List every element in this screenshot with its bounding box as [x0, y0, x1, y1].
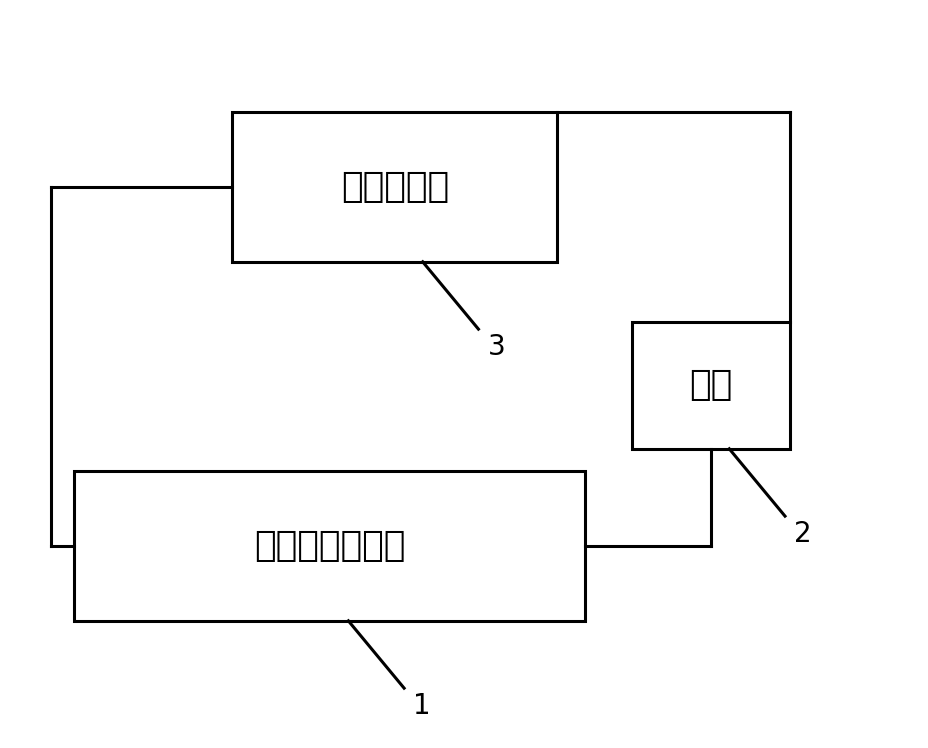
Bar — [74, 471, 585, 621]
Text: 2: 2 — [793, 520, 811, 548]
Bar — [232, 112, 557, 262]
Text: 液泵: 液泵 — [689, 368, 731, 402]
Text: 软质仪表板结构: 软质仪表板结构 — [254, 529, 405, 563]
Bar — [631, 322, 789, 449]
Text: 1: 1 — [413, 692, 431, 720]
Text: 热交换系统: 热交换系统 — [341, 170, 448, 204]
Text: 3: 3 — [487, 333, 505, 361]
